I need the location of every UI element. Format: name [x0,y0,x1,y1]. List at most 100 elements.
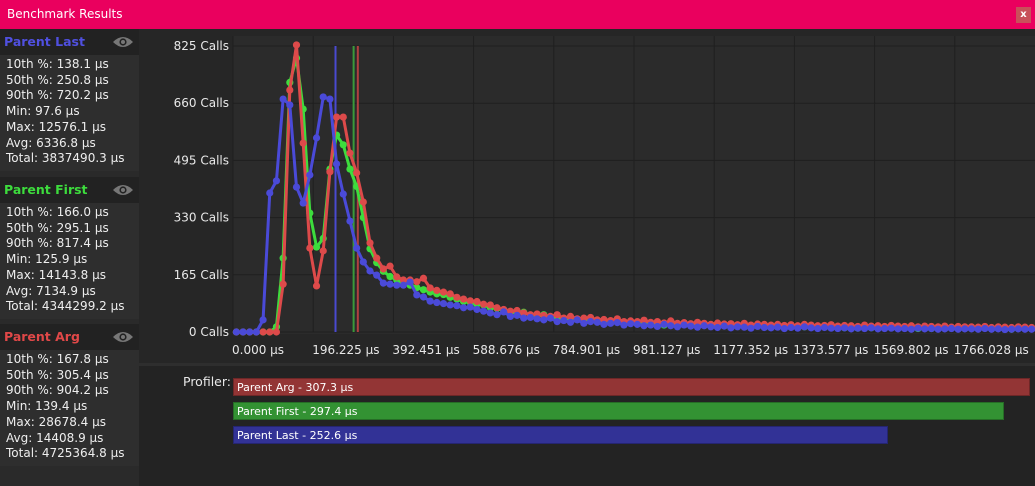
data-point [366,267,374,275]
stat-p10: 10th %: 138.1 µs [6,57,109,71]
data-point [740,323,748,331]
profiler-bar-parent-arg: Parent Arg - 307.3 µs [233,378,1030,396]
stat-avg: Avg: 6336.8 µs [6,135,96,150]
series-panel-parent-arg: Parent Arg 10th %: 167.8 µs 50th %: 305.… [0,324,139,466]
data-point [473,305,481,314]
eye-icon[interactable] [112,330,134,344]
data-point [486,309,494,317]
x-tick-label: 588.676 µs [473,343,540,357]
close-button[interactable]: x [1016,7,1031,23]
data-point [854,324,862,332]
stat-p90: 90th %: 720.2 µs [6,88,109,103]
data-point [720,322,728,330]
x-tick-label: 1373.577 µs [793,343,868,357]
data-point [366,239,374,247]
window-title: Benchmark Results [7,7,123,21]
data-point [346,149,354,157]
x-tick-label: 196.225 µs [312,343,379,357]
profiler-panel: Profiler: Parent Arg - 307.3 µs Parent F… [139,366,1035,486]
data-point [232,328,240,336]
data-point [526,313,535,322]
data-point [774,323,782,331]
data-point [780,324,788,333]
data-point [827,324,835,332]
data-point [620,321,628,329]
data-point [727,324,735,332]
data-point [667,322,675,330]
data-point [299,139,307,147]
x-tick-label: 1177.352 µs [713,343,788,357]
series-panel-parent-first: Parent First 10th %: 166.0 µs 50th %: 29… [0,177,139,319]
data-point [459,304,468,312]
data-point [513,311,521,319]
data-point [546,314,555,322]
data-point [787,323,795,332]
data-point [914,324,922,332]
series-name: Parent Last [4,34,85,49]
data-point [393,281,401,289]
data-point [272,177,281,185]
eye-icon[interactable] [112,35,134,49]
data-point [673,323,682,331]
data-point [820,323,829,332]
data-point [453,293,461,301]
data-point [406,278,414,286]
data-point [426,297,434,305]
data-point [353,169,361,177]
data-point [359,198,367,206]
data-point [326,95,334,103]
x-tick-label: 981.127 µs [633,343,700,357]
eye-icon[interactable] [112,183,134,197]
data-point [800,323,809,331]
data-point [700,322,708,330]
data-point [373,254,381,262]
data-point [974,325,982,333]
data-point [1028,325,1035,333]
data-point [259,328,267,336]
data-point [466,303,474,311]
stat-p50: 50th %: 295.1 µs [6,220,109,235]
data-point [987,325,996,333]
data-point [847,325,855,333]
y-tick-label: 495 Calls [174,153,229,167]
data-point [947,324,956,333]
stat-max: Max: 14143.8 µs [6,267,106,282]
stat-p90: 90th %: 817.4 µs [6,236,109,251]
data-point [332,113,341,121]
data-point [881,324,889,333]
profiler-bar-parent-first: Parent First - 297.4 µs [233,402,1005,420]
data-point [353,244,361,252]
data-point [292,41,301,49]
stat-p50: 50th %: 250.8 µs [6,72,109,87]
data-point [393,273,401,281]
series-sidebar: Parent Last 10th %: 138.1 µs 50th %: 250… [0,29,139,486]
data-point [339,190,347,198]
data-point [419,274,428,282]
data-point [520,314,528,322]
data-point [319,247,327,255]
data-point [934,325,942,333]
data-point [486,301,494,309]
data-point [593,318,601,326]
stat-avg: Avg: 14408.9 µs [6,430,104,445]
data-point [520,309,528,317]
x-tick-label: 0.000 µs [232,343,284,357]
data-point [921,325,929,333]
data-point [259,316,267,324]
data-point [446,301,454,309]
series-panel-parent-last: Parent Last 10th %: 138.1 µs 50th %: 250… [0,29,139,171]
data-point [580,314,588,322]
data-point [399,281,408,289]
data-point [807,324,815,332]
data-point [660,320,668,328]
data-point [439,288,448,296]
data-point [279,95,287,103]
stats-list: 10th %: 167.8 µs 50th %: 305.4 µs 90th %… [0,350,139,466]
data-point [860,324,869,333]
data-point [312,134,321,142]
data-point [941,325,949,333]
data-point [586,318,595,326]
data-point [693,323,702,331]
stat-p50: 50th %: 305.4 µs [6,367,109,382]
data-point [386,262,394,270]
